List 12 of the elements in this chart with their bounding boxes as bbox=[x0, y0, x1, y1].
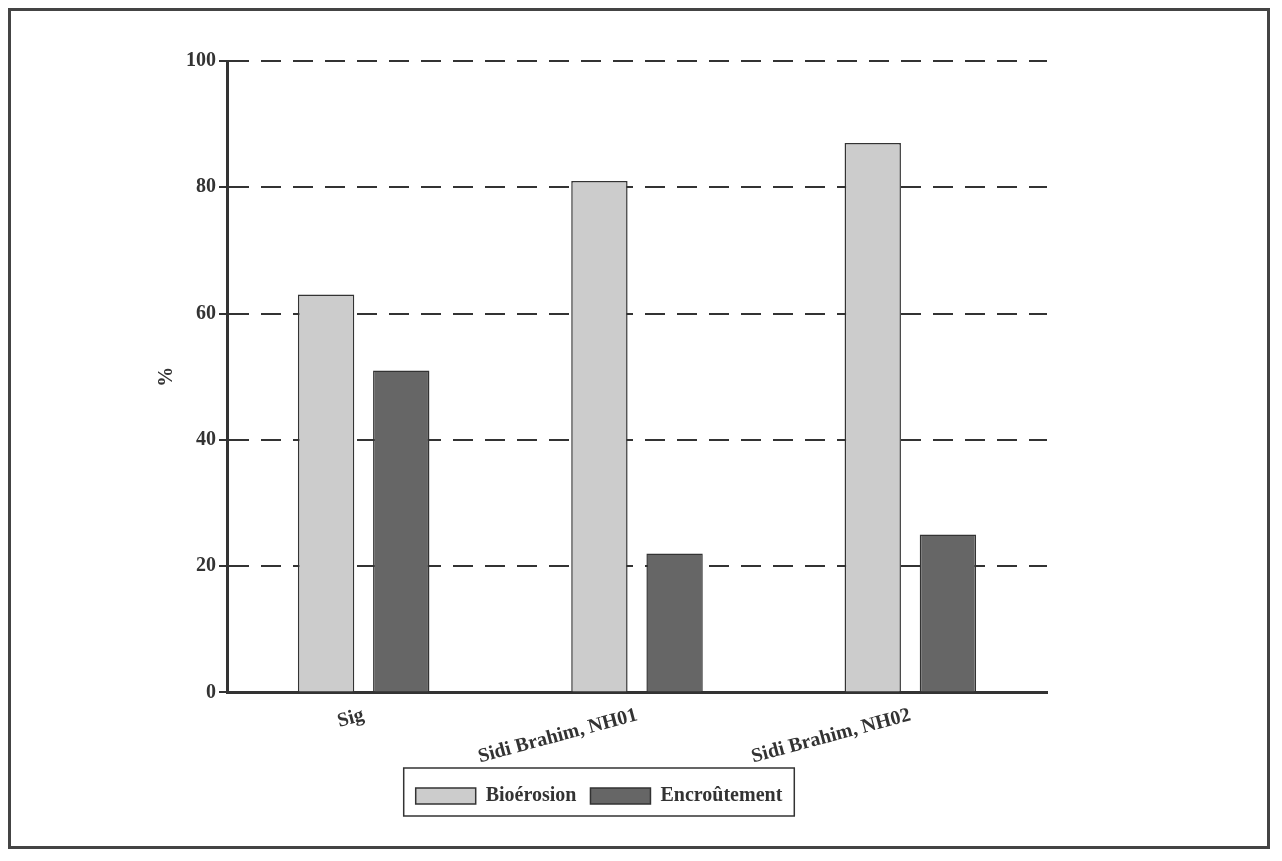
x-tick-label: Sidi Brahim, NH02 bbox=[748, 702, 913, 767]
legend-label: Bioérosion bbox=[485, 783, 577, 806]
y-tick-label: 100 bbox=[186, 48, 216, 71]
x-tick-label: Sig bbox=[334, 702, 367, 732]
y-tick-label: 0 bbox=[206, 679, 216, 702]
y-axis-title: % bbox=[154, 366, 177, 387]
y-tick-label: 20 bbox=[196, 553, 216, 576]
y-tick-label: 40 bbox=[196, 427, 216, 450]
x-tick-label: Sidi Brahim, NH01 bbox=[475, 702, 640, 767]
y-tick-label: 60 bbox=[196, 300, 216, 323]
legend-label: Encroûtement bbox=[660, 783, 783, 806]
y-tick-label: 80 bbox=[196, 174, 216, 197]
